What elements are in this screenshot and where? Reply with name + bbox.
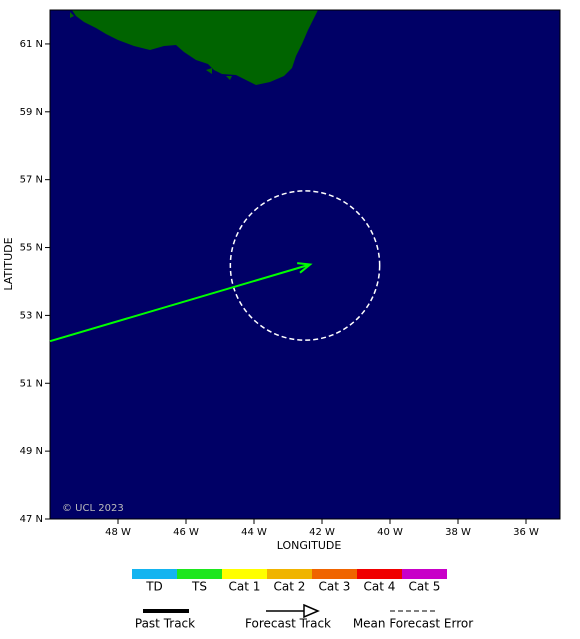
x-tick-label: 44 W bbox=[241, 527, 267, 538]
x-axis-label: LONGITUDE bbox=[277, 539, 342, 552]
x-tick-label: 38 W bbox=[445, 527, 471, 538]
y-tick-label: 61 N bbox=[20, 39, 43, 50]
legend-label: Forecast Track bbox=[245, 617, 331, 631]
forecast-track bbox=[49, 263, 311, 343]
y-axis-label: LATITUDE bbox=[2, 237, 15, 290]
landmass bbox=[72, 10, 318, 85]
land bbox=[70, 10, 318, 85]
copyright: © UCL 2023 bbox=[62, 503, 124, 514]
x-tick-label: 48 W bbox=[105, 527, 131, 538]
legend-label: Past Track bbox=[135, 617, 195, 631]
intensity-label: Cat 1 bbox=[229, 580, 261, 594]
plot-frame bbox=[49, 9, 561, 520]
y-tick-label: 59 N bbox=[20, 107, 43, 118]
error-cone bbox=[229, 190, 381, 341]
intensity-label: Cat 3 bbox=[319, 580, 351, 594]
intensity-label: Cat 5 bbox=[409, 580, 441, 594]
intensity-swatch bbox=[357, 569, 402, 579]
y-tick-label: 51 N bbox=[20, 378, 43, 389]
y-tick-label: 47 N bbox=[20, 514, 43, 525]
intensity-swatch bbox=[222, 569, 267, 579]
intensity-label: Cat 2 bbox=[274, 580, 306, 594]
intensity-swatch bbox=[177, 569, 222, 579]
x-tick-label: 46 W bbox=[173, 527, 199, 538]
x-tick-label: 40 W bbox=[377, 527, 403, 538]
intensity-label: TS bbox=[191, 580, 207, 594]
y-tick-label: 57 N bbox=[20, 175, 43, 186]
x-tick-label: 36 W bbox=[513, 527, 539, 538]
intensity-label: TD bbox=[145, 580, 163, 594]
legend-arrow-head bbox=[303, 603, 320, 619]
intensity-swatch bbox=[402, 569, 447, 579]
legend-label: Mean Forecast Error bbox=[353, 617, 473, 631]
x-tick-label: 42 W bbox=[309, 527, 335, 538]
intensity-label: Cat 4 bbox=[364, 580, 396, 594]
intensity-swatch bbox=[267, 569, 312, 579]
intensity-swatch bbox=[132, 569, 177, 579]
forecast-arrow-head bbox=[297, 262, 313, 274]
intensity-swatch bbox=[312, 569, 357, 579]
y-tick-label: 53 N bbox=[20, 310, 43, 321]
y-tick-label: 55 N bbox=[20, 243, 43, 254]
y-tick-label: 49 N bbox=[20, 446, 43, 457]
